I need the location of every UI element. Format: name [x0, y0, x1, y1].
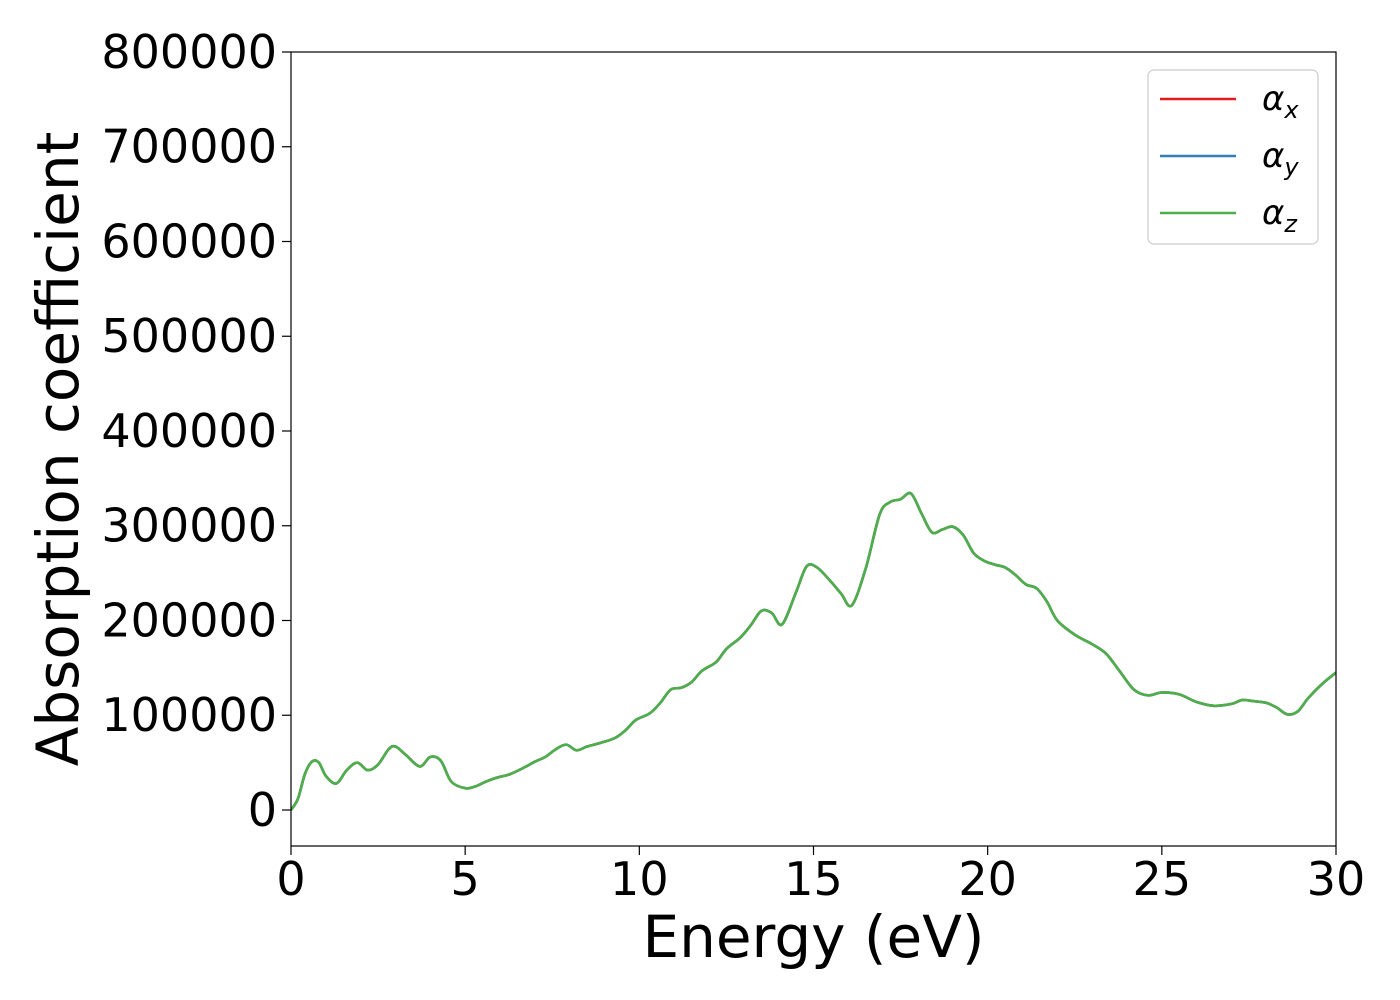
y-tick-label: 400000 [101, 404, 277, 458]
legend: αx αy αz [1147, 69, 1319, 245]
x-tick-label: 0 [276, 852, 305, 906]
y-axis: 0 100000 200000 300000 400000 500000 600000 700… [101, 25, 291, 837]
series-line-alpha-z [291, 491, 1336, 811]
legend-item-alpha-z: αz [1160, 193, 1298, 238]
y-tick-label: 100000 [101, 688, 277, 742]
series-line-alpha-y [291, 491, 1336, 811]
series-layer [291, 491, 1336, 811]
y-tick-label: 0 [248, 783, 277, 837]
x-tick-label: 20 [958, 852, 1017, 906]
y-tick-label: 200000 [101, 593, 277, 647]
legend-item-alpha-y: αy [1160, 136, 1299, 181]
legend-item-alpha-x: αx [1160, 79, 1299, 124]
x-tick-label: 5 [451, 852, 480, 906]
x-tick-label: 30 [1307, 852, 1366, 906]
legend-label: αx [1262, 79, 1299, 124]
series-line-alpha-x [291, 491, 1336, 811]
y-tick-label: 600000 [101, 214, 277, 268]
y-tick-label: 800000 [101, 25, 277, 79]
x-tick-label: 25 [1133, 852, 1192, 906]
x-tick-label: 15 [784, 852, 843, 906]
y-tick-label: 700000 [101, 120, 277, 174]
y-tick-label: 500000 [101, 309, 277, 363]
y-tick-label: 300000 [101, 499, 277, 553]
x-tick-label: 10 [610, 852, 669, 906]
legend-label: αz [1262, 193, 1298, 238]
y-axis-title: Absorption coefficient [24, 132, 92, 767]
legend-label: αy [1262, 136, 1299, 181]
x-axis: 0 5 10 15 20 25 30 [276, 846, 1365, 906]
x-axis-title: Energy (eV) [642, 903, 984, 971]
